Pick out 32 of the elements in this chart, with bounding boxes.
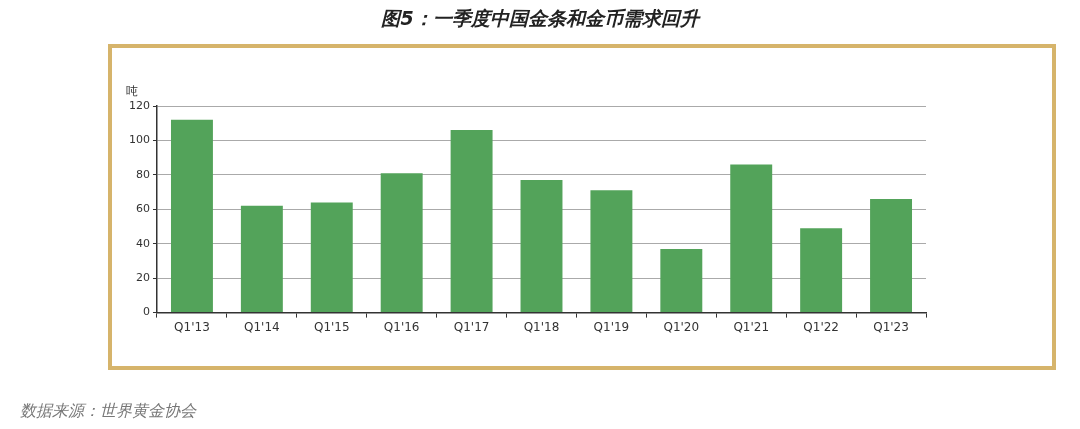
bar — [730, 164, 773, 313]
x-tick-label: Q1'21 — [733, 319, 770, 334]
bar — [170, 119, 213, 313]
bar — [520, 180, 563, 313]
x-tick-label: Q1'23 — [873, 319, 909, 334]
source-note: 数据来源：世界黄金协会 — [20, 401, 196, 422]
chart-title: 图5：一季度中国金条和金币需求回升 — [380, 6, 702, 31]
bar — [310, 202, 353, 313]
x-tick-label: Q1'22 — [803, 319, 839, 334]
x-tick-label: Q1'15 — [313, 319, 350, 334]
y-tick-label: 120 — [129, 98, 150, 112]
y-tick-label: 100 — [129, 133, 150, 147]
x-tick-label: Q1'13 — [174, 319, 210, 334]
y-tick-label: 80 — [136, 167, 150, 181]
x-tick-label: Q1'16 — [383, 319, 420, 334]
bar — [450, 130, 493, 313]
bar — [240, 205, 283, 313]
bar — [660, 248, 703, 313]
y-tick-label: 40 — [136, 236, 150, 250]
y-tick-label: 0 — [143, 305, 150, 319]
x-tick-label: Q1'14 — [244, 319, 280, 334]
x-tick-label: Q1'20 — [663, 319, 700, 334]
bar — [870, 198, 913, 313]
y-tick-label: 60 — [136, 202, 150, 216]
bar — [590, 190, 633, 313]
x-tick-label: Q1'18 — [523, 319, 560, 334]
bar — [380, 173, 423, 313]
y-tick-label: 20 — [136, 271, 150, 285]
x-tick-label: Q1'17 — [453, 319, 490, 334]
y-axis-title: 吨 — [126, 84, 138, 99]
x-tick-label: Q1'19 — [593, 319, 630, 334]
bar — [800, 228, 843, 313]
